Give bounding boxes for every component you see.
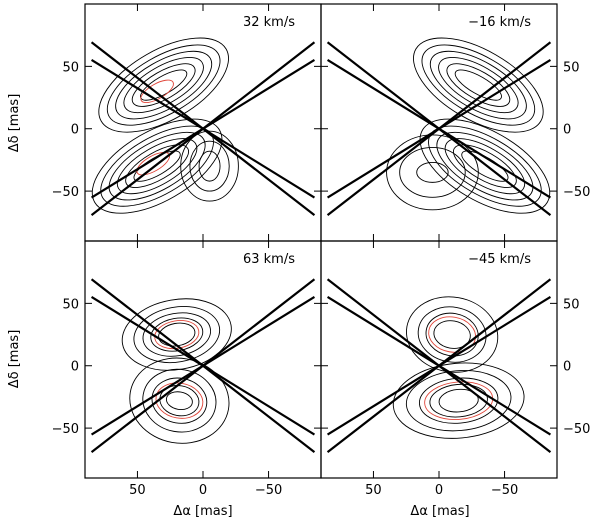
contour-2-1: [392, 362, 525, 439]
contour-1-4: [433, 320, 471, 349]
contour-2-6: [133, 150, 181, 182]
contour-3-2: [399, 146, 466, 198]
y-tick-label: −50: [52, 185, 79, 200]
x-tick-label: 0: [199, 483, 207, 498]
contour-3-1: [386, 134, 479, 211]
plot-area: [90, 37, 316, 217]
contour-2-1: [129, 357, 230, 444]
x-tick-label: 0: [435, 483, 443, 498]
contour-1-5: [446, 63, 511, 107]
contour-3-3: [198, 150, 221, 182]
contour-1-4: [123, 57, 204, 114]
panel-1: 32 km/s 50 0 −50: [52, 3, 322, 242]
y-tick-label: 50: [563, 60, 580, 75]
contour-2-2: [405, 370, 512, 432]
contour-2-4: [429, 383, 488, 418]
y-tick-label: 50: [563, 297, 580, 312]
panels-group: 32 km/s 50 0 −50 −16 km/s 50 0 −50 63 km/s 50 0 −50…: [52, 3, 590, 498]
contour-1-6: [454, 69, 502, 101]
x-tick-label: −50: [255, 483, 282, 498]
y-tick-label: 0: [71, 360, 79, 375]
contour-2-4: [116, 138, 198, 195]
plot-area: [326, 37, 552, 217]
y-tick-label: 0: [563, 123, 571, 138]
contour-1-3: [425, 312, 479, 357]
y-axis-label-top: Δδ [mas]: [7, 94, 22, 153]
contour-2-6: [461, 150, 509, 182]
y-tick-label: −50: [52, 422, 79, 437]
plot-area: [90, 278, 316, 454]
panel-2: −16 km/s 50 0 −50: [320, 3, 590, 242]
contour-1-5: [131, 63, 196, 107]
panel-velocity-label: −45 km/s: [468, 252, 531, 267]
contour-2-4: [444, 138, 526, 195]
panel-4: −45 km/s 50 0 −50 50 0 −50: [320, 240, 590, 498]
y-tick-label: −50: [563, 422, 590, 437]
panel-velocity-label: −16 km/s: [468, 15, 531, 30]
contour-1-3: [142, 312, 212, 357]
panel-velocity-label: 63 km/s: [243, 252, 295, 267]
contour-3-3: [416, 161, 449, 183]
red-contour-2-1: [155, 382, 204, 419]
contour-1-3: [429, 50, 527, 120]
contour-2-4: [159, 385, 200, 417]
y-axis-label-bottom: Δδ [mas]: [7, 330, 22, 389]
x-axis-label-right: Δα [mas]: [410, 504, 469, 519]
plot-area: [326, 278, 552, 454]
y-tick-label: 50: [62, 297, 79, 312]
red-contour-1-1: [140, 79, 174, 104]
y-tick-label: 50: [62, 60, 79, 75]
cone-line-4: [90, 58, 316, 199]
panel-velocity-label: 32 km/s: [243, 15, 295, 30]
contour-1-1: [121, 298, 232, 371]
contour-2-2: [142, 368, 217, 433]
cone-line-4: [326, 295, 552, 436]
contour-2-3: [436, 131, 534, 201]
y-tick-label: −50: [563, 185, 590, 200]
y-tick-label: 0: [71, 123, 79, 138]
contour-2-5: [125, 144, 189, 188]
contour-2-5: [165, 391, 193, 411]
y-tick-label: 0: [563, 360, 571, 375]
contour-3-2: [189, 140, 230, 192]
x-tick-label: 50: [365, 483, 382, 498]
contour-3-1: [180, 130, 239, 202]
contour-1-4: [438, 57, 519, 114]
contour-2-1: [91, 118, 223, 214]
x-tick-label: −50: [491, 483, 518, 498]
contour-2-3: [108, 131, 206, 201]
contour-1-3: [115, 50, 213, 120]
contour-2-5: [438, 388, 479, 413]
panel-frame: [84, 3, 322, 242]
cone-line-4: [326, 58, 552, 199]
panel-3: 63 km/s 50 0 −50 50 0 −50: [52, 240, 322, 498]
cone-line-4: [90, 295, 316, 436]
x-axis-label-left: Δα [mas]: [173, 504, 232, 519]
x-tick-label: 50: [129, 483, 146, 498]
panel-frame: [320, 3, 558, 242]
panel-frame: [84, 240, 322, 479]
contour-1-2: [133, 306, 221, 364]
